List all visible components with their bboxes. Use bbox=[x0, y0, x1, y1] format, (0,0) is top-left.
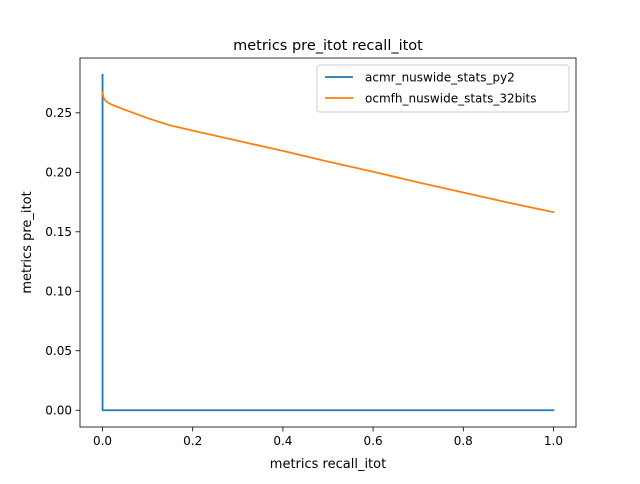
y-tick-label: 0.25 bbox=[45, 106, 72, 120]
legend-label-2: ocmfh_nuswide_stats_32bits bbox=[365, 92, 537, 106]
x-tick-label: 0.6 bbox=[364, 434, 383, 448]
y-axis-label: metrics pre_itot bbox=[20, 191, 35, 293]
series-line-1 bbox=[101, 73, 555, 412]
plot-area-frame bbox=[79, 57, 577, 428]
y-tick-label: 0.00 bbox=[45, 404, 72, 418]
x-axis-label: metrics recall_itot bbox=[270, 457, 386, 472]
legend: acmr_nuswide_stats_py2 ocmfh_nuswide_stat… bbox=[316, 64, 570, 113]
x-axis: 0.0 0.2 0.4 0.6 0.8 1.0 bbox=[93, 427, 563, 448]
y-tick-label: 0.20 bbox=[45, 166, 72, 180]
legend-label-1: acmr_nuswide_stats_py2 bbox=[365, 71, 515, 85]
chart-title: metrics pre_itot recall_itot bbox=[233, 38, 423, 54]
series-layer bbox=[101, 73, 555, 412]
y-tick-label: 0.05 bbox=[45, 344, 72, 358]
y-tick-label: 0.15 bbox=[45, 225, 72, 239]
x-tick-label: 0.2 bbox=[183, 434, 202, 448]
x-tick-label: 1.0 bbox=[544, 434, 563, 448]
x-tick-label: 0.0 bbox=[93, 434, 112, 448]
legend-frame bbox=[316, 64, 570, 113]
y-axis: 0.00 0.05 0.10 0.15 0.20 0.25 bbox=[45, 106, 80, 418]
x-tick-label: 0.8 bbox=[454, 434, 473, 448]
y-tick-label: 0.10 bbox=[45, 285, 72, 299]
x-tick-label: 0.4 bbox=[273, 434, 292, 448]
series-line-2 bbox=[101, 91, 555, 214]
